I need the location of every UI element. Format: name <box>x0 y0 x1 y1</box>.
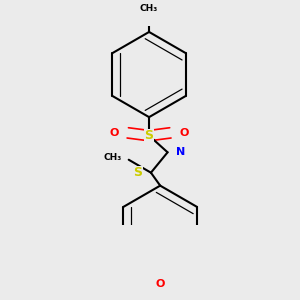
Text: O: O <box>155 279 165 289</box>
Text: CH₃: CH₃ <box>103 153 121 162</box>
Text: O: O <box>109 128 119 138</box>
Text: N: N <box>176 147 185 157</box>
Text: S: S <box>134 166 142 179</box>
Text: S: S <box>145 129 154 142</box>
Text: O: O <box>180 128 189 138</box>
Text: CH₃: CH₃ <box>140 4 158 13</box>
